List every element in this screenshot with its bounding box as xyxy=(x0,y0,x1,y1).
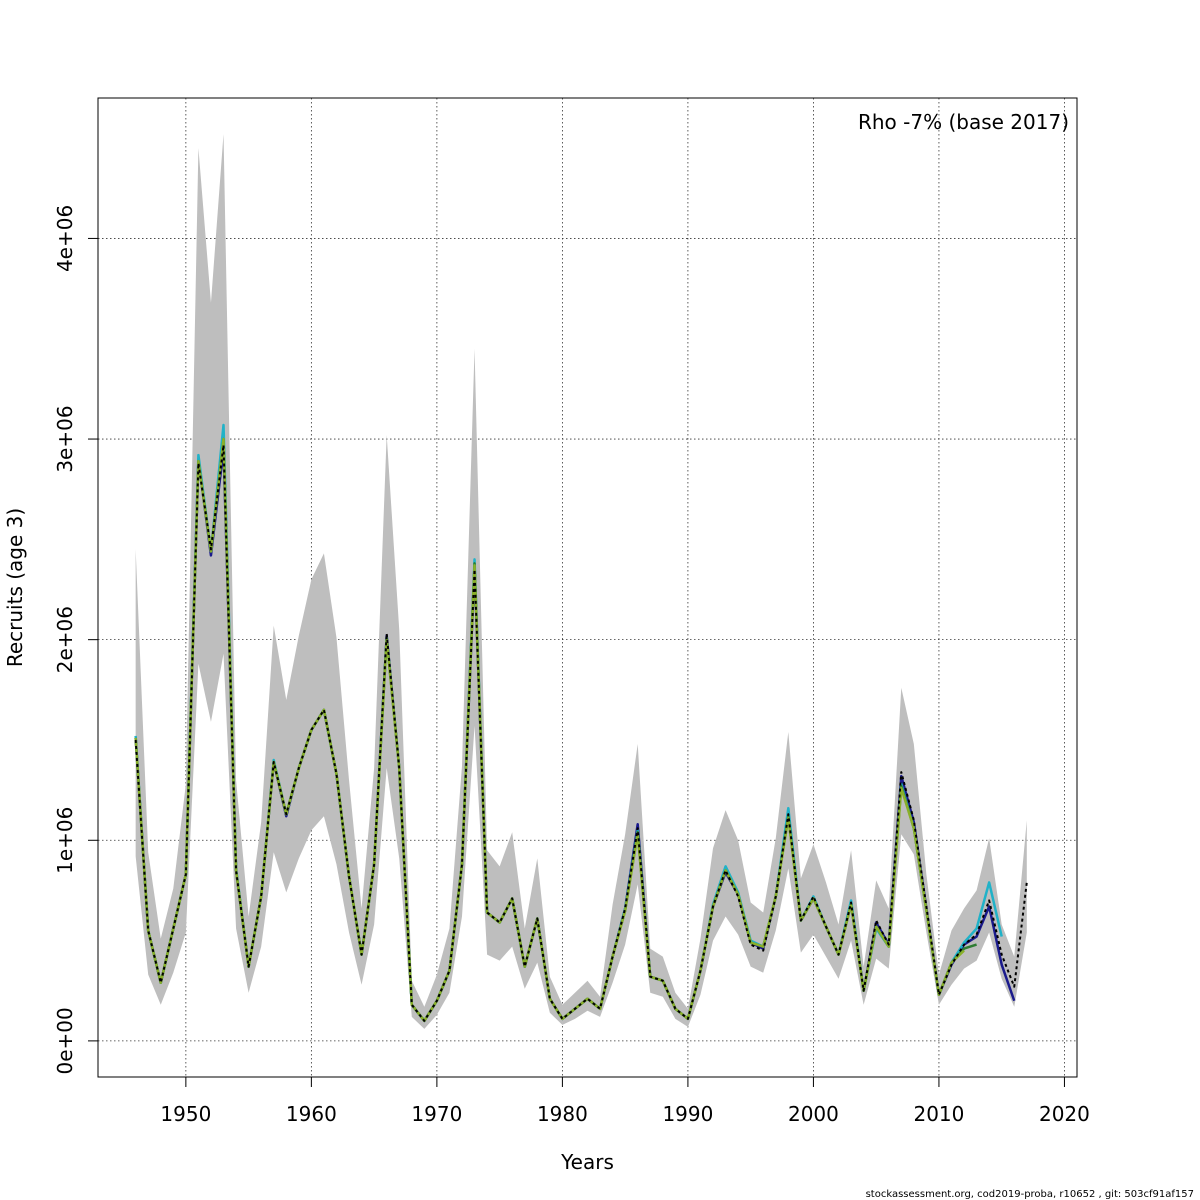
x-tick-label: 2000 xyxy=(788,1102,839,1126)
rho-annotation: Rho -7% (base 2017) xyxy=(858,110,1069,134)
y-tick-label: 0e+00 xyxy=(53,1007,77,1074)
y-tick-label: 2e+06 xyxy=(53,606,77,673)
x-tick-label: 1970 xyxy=(411,1102,462,1126)
plot-frame xyxy=(97,97,1078,1078)
x-tick-label: 2010 xyxy=(913,1102,964,1126)
y-tick-label: 4e+06 xyxy=(53,205,77,272)
x-tick-label: 1960 xyxy=(286,1102,337,1126)
confidence-band xyxy=(135,134,1027,1029)
x-tick-label: 1990 xyxy=(662,1102,713,1126)
x-tick-label: 1980 xyxy=(537,1102,588,1126)
axis-ticks: 1950 1960 1970 1980 1990 2000 2010 2020 0e+00 1e+… xyxy=(53,205,1090,1126)
x-tick-label: 2020 xyxy=(1039,1102,1090,1126)
y-tick-label: 3e+06 xyxy=(53,405,77,472)
x-tick-label: 1950 xyxy=(160,1102,211,1126)
y-tick-label: 1e+06 xyxy=(53,807,77,874)
series-lines xyxy=(134,423,1028,1023)
y-axis-title: Recruits (age 3) xyxy=(3,508,27,667)
footer-credit: stockassessment.org, cod2019-proba, r106… xyxy=(866,1189,1194,1200)
x-axis-title: Years xyxy=(560,1150,614,1174)
